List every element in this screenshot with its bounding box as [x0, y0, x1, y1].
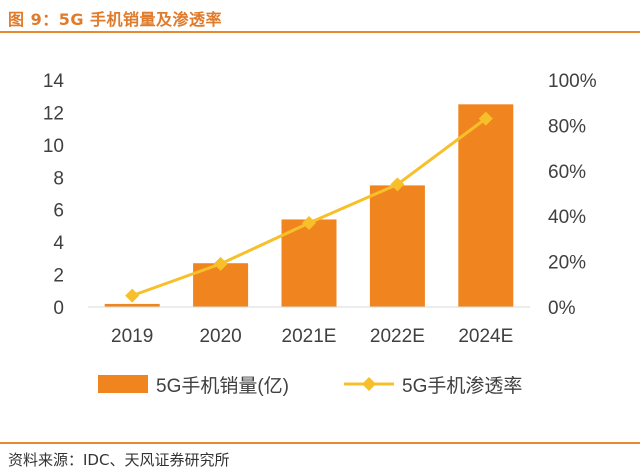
diamond-marker-2019 [125, 288, 140, 303]
bar-2019 [104, 303, 160, 307]
right-tick-label: 60% [548, 162, 586, 183]
source-note: 资料来源：IDC、天风证券研究所 [8, 451, 230, 469]
line-series [125, 111, 493, 303]
legend-bar-swatch [98, 375, 148, 393]
diamond-marker-2024E [478, 111, 493, 126]
bar-2021E [281, 219, 337, 307]
left-tick-label: 4 [53, 233, 64, 254]
bottom-divider [0, 442, 640, 444]
legend-diamond-icon [362, 377, 376, 391]
left-tick-label: 10 [43, 136, 64, 157]
left-axis: 0 2 4 6 8 10 12 14 [43, 71, 65, 319]
top-divider [0, 31, 640, 33]
right-tick-label: 40% [548, 207, 586, 228]
left-tick-label: 12 [43, 103, 64, 124]
legend: 5G手机销量(亿) 5G手机渗透率 [98, 375, 522, 397]
right-tick-label: 0% [548, 298, 576, 319]
bar-2022E [369, 185, 425, 307]
x-tick-label: 2022E [370, 326, 425, 347]
diamond-marker-2021E [302, 216, 316, 231]
right-tick-label: 100% [548, 71, 597, 92]
x-tick-label: 2019 [111, 326, 153, 347]
right-axis: 0% 20% 40% 60% 80% 100% [548, 71, 597, 319]
right-tick-label: 80% [548, 116, 586, 137]
diamond-marker-2020 [213, 256, 228, 271]
left-tick-label: 14 [43, 71, 65, 92]
left-tick-label: 6 [53, 201, 64, 222]
x-tick-label: 2021E [282, 326, 337, 347]
x-axis: 2019 2020 2021E 2022E 2024E [88, 306, 530, 347]
x-tick-label: 2024E [458, 326, 513, 347]
figure-title: 图 9：5G 手机销量及渗透率 [8, 10, 223, 29]
bar-2024E [458, 104, 514, 307]
diamond-marker-2022E [390, 177, 405, 192]
right-tick-label: 20% [548, 253, 586, 274]
left-tick-label: 0 [53, 298, 64, 319]
left-tick-label: 8 [53, 168, 64, 189]
left-tick-label: 2 [53, 266, 64, 287]
legend-bar-label: 5G手机销量(亿) [156, 375, 289, 397]
bar-series [104, 104, 514, 307]
x-tick-label: 2020 [199, 326, 241, 347]
legend-line-label: 5G手机渗透率 [402, 375, 522, 397]
